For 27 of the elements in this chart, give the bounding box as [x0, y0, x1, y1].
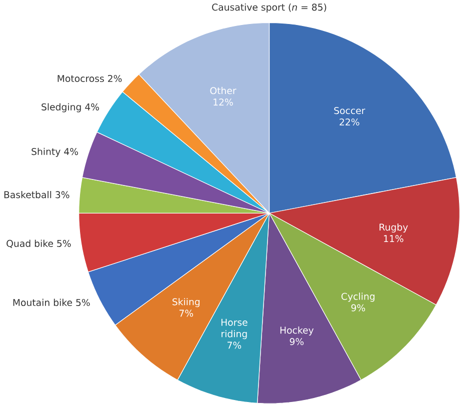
slice-label: Other [210, 86, 236, 94]
data-label: 5% [57, 240, 71, 248]
slice-label: Moutain bike [13, 298, 72, 306]
data-label: 4% [64, 148, 78, 156]
slice-label: Sledging [42, 103, 81, 112]
data-label: 5% [76, 299, 90, 306]
slice-label: Shinty [32, 148, 60, 157]
slice-label: Skiing [172, 298, 200, 308]
slice-label: Horse riding [221, 318, 248, 340]
data-label: 7% [179, 310, 194, 317]
slice-label: Basketball [4, 191, 52, 198]
slice-label: Motocross [58, 75, 104, 82]
data-label: 9% [351, 304, 366, 312]
slice-label: Rugby [380, 223, 408, 233]
slice-label: Cycling [342, 292, 374, 302]
chart-title: Causative sport (n = 85) [212, 4, 326, 13]
slice-label: Hockey [280, 326, 314, 336]
data-label: 11% [384, 235, 404, 242]
data-label: 2% [108, 74, 122, 82]
data-label: 3% [56, 191, 70, 198]
slice-label: Quad bike [6, 240, 54, 248]
data-label: 9% [290, 338, 304, 346]
data-label: 22% [340, 118, 360, 126]
data-label: 7% [228, 342, 242, 349]
data-label: 12% [214, 98, 233, 106]
data-label: 4% [85, 103, 99, 110]
slice-label: Soccer [334, 107, 366, 114]
